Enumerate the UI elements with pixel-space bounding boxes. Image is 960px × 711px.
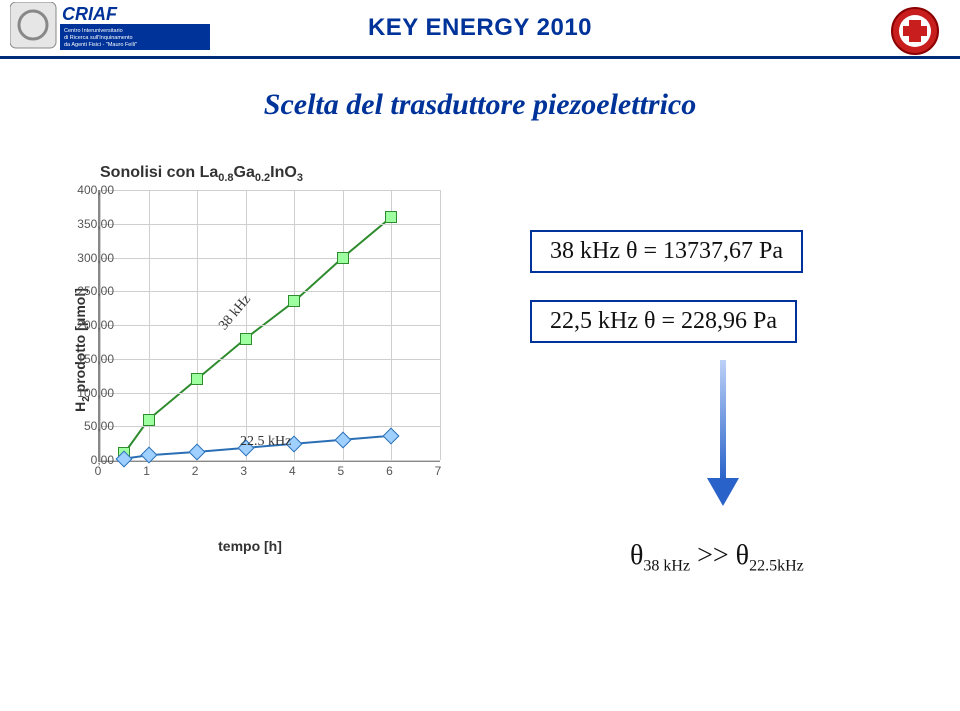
- svg-text:Centro Interuniversitario: Centro Interuniversitario: [64, 28, 123, 34]
- chart-gridline-v: [391, 190, 392, 460]
- chart-annotation-22-5khz: 22.5 kHz: [240, 434, 291, 450]
- chart-ytick: 250,00: [77, 284, 114, 298]
- formula-comparison: θ38 kHz >> θ22.5kHz: [630, 540, 804, 576]
- chart-gridline-h: [100, 359, 440, 360]
- chart-xtick: 5: [338, 464, 345, 478]
- chart-xtick: 3: [240, 464, 247, 478]
- result-box-38khz: 38 kHz θ = 13737,67 Pa: [530, 230, 803, 273]
- chart-gridline-v: [246, 190, 247, 460]
- chart-ytick: 300,00: [77, 251, 114, 265]
- chart-marker-38khz: [385, 211, 397, 223]
- chart-ytick: 100,00: [77, 386, 114, 400]
- slide-title: Scelta del trasduttore piezoelettrico: [264, 88, 696, 122]
- chart-marker-38khz: [240, 333, 252, 345]
- chart-xtick: 2: [192, 464, 199, 478]
- chart-xtick: 1: [143, 464, 150, 478]
- chart-title: Sonolisi con La0.8Ga0.2InO3: [100, 164, 303, 184]
- logo-left-abbrev: CRIAF: [62, 4, 118, 24]
- chart-gridline-h: [100, 258, 440, 259]
- chart-ytick: 150,00: [77, 352, 114, 366]
- chart-gridline-h: [100, 325, 440, 326]
- chart-marker-38khz: [191, 373, 203, 385]
- chart-ytick: 50,00: [84, 419, 114, 433]
- chart-xlabel: tempo [h]: [218, 538, 282, 554]
- chart: Sonolisi con La0.8Ga0.2InO3 H2 prodotto …: [40, 190, 460, 510]
- chart-xtick: 6: [386, 464, 393, 478]
- chart-plot-area: [98, 190, 440, 462]
- chart-ytick: 350,00: [77, 217, 114, 231]
- arrow-stem: [720, 360, 726, 480]
- arrow-head-icon: [707, 478, 739, 506]
- svg-text:da Agenti Fisici - "Mauro Fell: da Agenti Fisici - "Mauro Felli": [64, 42, 137, 48]
- logo-right: [890, 6, 940, 61]
- result-box-22-5khz: 22,5 kHz θ = 228,96 Pa: [530, 300, 797, 343]
- chart-ytick: 400,00: [77, 183, 114, 197]
- chart-gridline-h: [100, 190, 440, 191]
- logo-left: CRIAF Centro Interuniversitario di Ricer…: [10, 2, 210, 57]
- chart-gridline-v: [294, 190, 295, 460]
- chart-marker-38khz: [143, 414, 155, 426]
- chart-gridline-h: [100, 291, 440, 292]
- chart-gridline-h: [100, 426, 440, 427]
- chart-marker-38khz: [337, 252, 349, 264]
- chart-gridline-h: [100, 393, 440, 394]
- chart-gridline-v: [343, 190, 344, 460]
- chart-gridline-v: [197, 190, 198, 460]
- header-title: KEY ENERGY 2010: [368, 14, 592, 42]
- chart-xtick: 4: [289, 464, 296, 478]
- chart-series-line-38khz: [124, 217, 391, 453]
- svg-text:di Ricerca sull'Inquinamento: di Ricerca sull'Inquinamento: [64, 35, 133, 41]
- chart-ytick: 200,00: [77, 318, 114, 332]
- chart-gridline-h: [100, 224, 440, 225]
- chart-xtick: 0: [95, 464, 102, 478]
- chart-marker-38khz: [288, 295, 300, 307]
- header-rule: [0, 56, 960, 59]
- chart-gridline-v: [440, 190, 441, 460]
- chart-xtick: 7: [435, 464, 442, 478]
